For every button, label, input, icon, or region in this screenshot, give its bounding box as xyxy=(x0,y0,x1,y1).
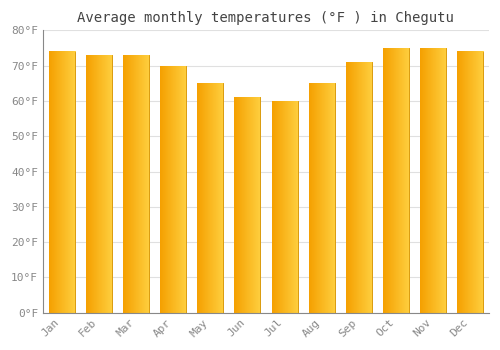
Title: Average monthly temperatures (°F ) in Chegutu: Average monthly temperatures (°F ) in Ch… xyxy=(78,11,454,25)
